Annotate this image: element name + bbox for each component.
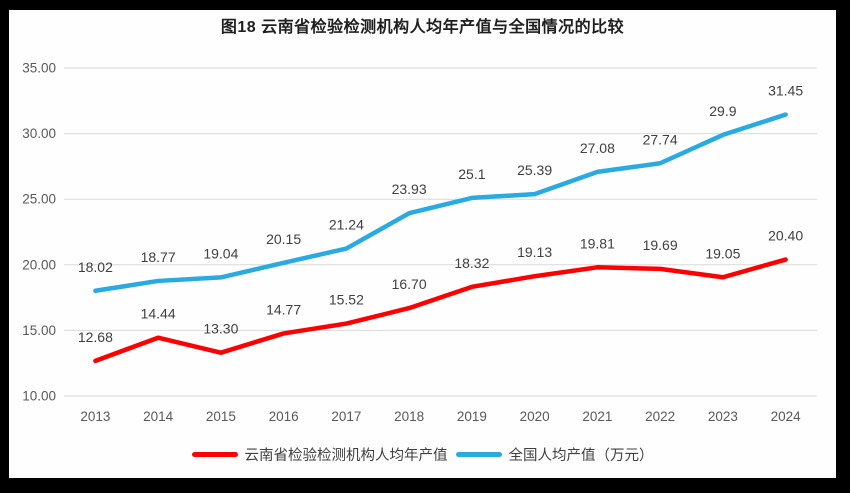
data-label-yunnan-2016: 14.77	[266, 301, 301, 317]
y-tick-label: 10.00	[22, 389, 56, 404]
data-label-national-2013: 18.02	[78, 259, 113, 275]
data-label-yunnan-2018: 16.70	[392, 276, 427, 292]
x-tick-label: 2013	[80, 409, 110, 424]
legend: 云南省检验检测机构人均年产值 全国人均产值（万元）	[9, 444, 836, 465]
y-tick-label: 25.00	[22, 192, 56, 207]
data-label-yunnan-2015: 13.30	[203, 321, 238, 337]
y-tick-label: 20.00	[22, 257, 56, 272]
x-tick-label: 2022	[645, 409, 675, 424]
data-label-national-2016: 20.15	[266, 231, 301, 247]
x-tick-label: 2016	[269, 409, 299, 424]
legend-swatch-national-blue-line-icon	[455, 452, 502, 457]
legend-swatch-yunnan-red-line-icon	[191, 452, 238, 457]
data-label-yunnan-2022: 19.69	[643, 237, 678, 253]
x-tick-label: 2019	[457, 409, 487, 424]
chart-title: 图18 云南省检验检测机构人均年产值与全国情况的比较	[220, 19, 625, 36]
legend-item-national: 全国人均产值（万元）	[455, 444, 654, 465]
legend-label-national: 全国人均产值（万元）	[508, 448, 654, 464]
data-label-national-2014: 18.77	[141, 249, 176, 265]
data-label-national-2023: 29.9	[709, 103, 736, 119]
data-label-national-2020: 25.39	[517, 162, 552, 178]
data-label-yunnan-2014: 14.44	[141, 306, 176, 322]
data-label-yunnan-2020: 19.13	[517, 244, 552, 260]
y-tick-label: 35.00	[22, 61, 56, 76]
data-label-national-2018: 23.93	[392, 181, 427, 197]
data-label-national-2015: 19.04	[203, 245, 238, 261]
data-label-yunnan-2013: 12.68	[78, 329, 113, 345]
x-tick-label: 2021	[582, 409, 612, 424]
y-tick-label: 15.00	[22, 323, 56, 338]
data-label-yunnan-2019: 18.32	[454, 255, 489, 271]
series-line-yunnan	[93, 257, 788, 364]
data-label-yunnan-2021: 19.81	[580, 235, 615, 251]
y-tick-label: 30.00	[22, 126, 56, 141]
data-label-yunnan-2023: 19.05	[705, 245, 740, 261]
series-line-national	[93, 112, 788, 294]
x-tick-label: 2018	[394, 409, 424, 424]
data-label-yunnan-2017: 15.52	[329, 292, 364, 308]
x-tick-label: 2024	[771, 409, 802, 424]
data-label-national-2021: 27.08	[580, 140, 615, 156]
x-tick-label: 2023	[708, 409, 738, 424]
x-tick-label: 2015	[206, 409, 236, 424]
data-label-national-2024: 31.45	[768, 83, 803, 99]
legend-label-yunnan: 云南省检验检测机构人均年产值	[244, 448, 448, 464]
data-label-national-2017: 21.24	[329, 217, 364, 233]
chart-canvas	[9, 10, 836, 478]
legend-item-yunnan: 云南省检验检测机构人均年产值	[191, 444, 448, 465]
x-tick-label: 2020	[520, 409, 550, 424]
x-tick-label: 2017	[331, 409, 361, 424]
x-tick-label: 2014	[143, 409, 174, 424]
data-label-national-2022: 27.74	[643, 131, 678, 147]
data-label-yunnan-2024: 20.40	[768, 228, 803, 244]
data-label-national-2019: 25.1	[458, 166, 485, 182]
